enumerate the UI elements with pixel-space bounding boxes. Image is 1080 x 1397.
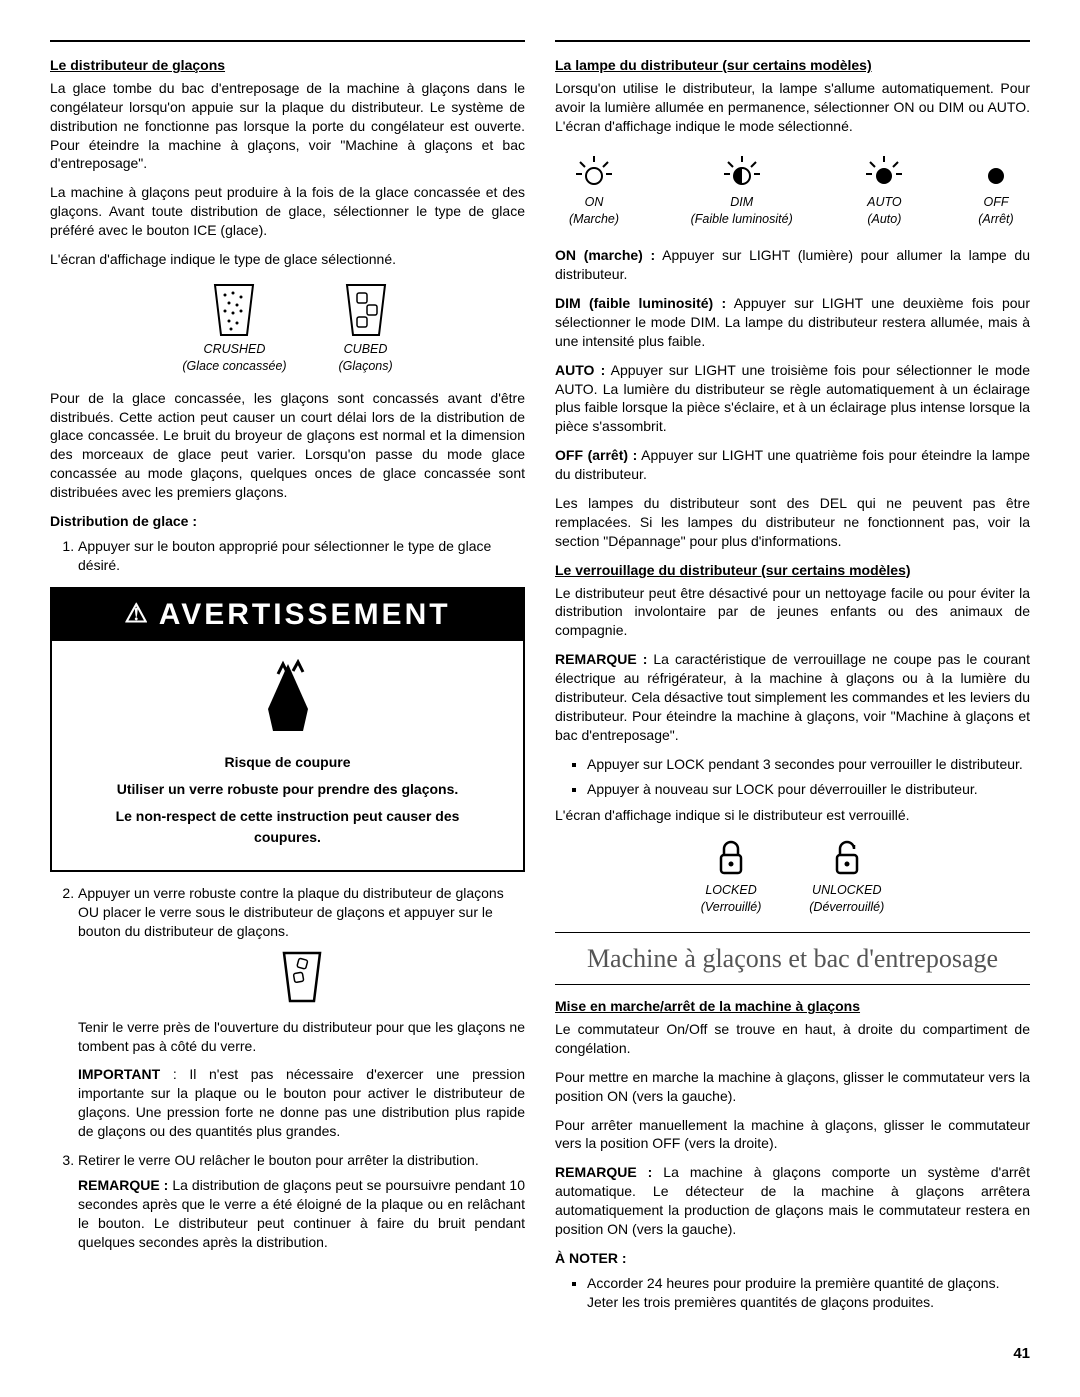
warning-title: AVERTISSEMENT bbox=[159, 598, 451, 631]
cubed-ice-icon bbox=[343, 283, 389, 337]
light-mode-icons: ON (Marche) DIM (Faible luminosité) AUTO… bbox=[555, 146, 1030, 237]
section-title-ice-maker: Machine à glaçons et bac d'entreposage bbox=[555, 932, 1030, 985]
label: AUTO bbox=[864, 194, 904, 211]
label: ON bbox=[569, 194, 619, 211]
para: OFF (arrêt) : Appuyer sur LIGHT une quat… bbox=[555, 446, 1030, 484]
para: Pour de la glace concassée, les glaçons … bbox=[50, 389, 525, 502]
light-dim-icon bbox=[722, 154, 762, 190]
heading-distribution: Distribution de glace : bbox=[50, 512, 525, 531]
para: Pour arrêter manuellement la machine à g… bbox=[555, 1116, 1030, 1154]
locked-icon bbox=[716, 839, 746, 877]
label: UNLOCKED bbox=[809, 882, 884, 899]
step-1: Appuyer sur le bouton approprié pour sél… bbox=[78, 537, 525, 575]
label: (Déverrouillé) bbox=[809, 899, 884, 916]
label: (Marche) bbox=[569, 211, 619, 228]
para: L'écran d'affichage indique le type de g… bbox=[50, 250, 525, 269]
para: Tenir le verre près de l'ouverture du di… bbox=[78, 1018, 525, 1056]
para: REMARQUE : La caractéristique de verroui… bbox=[555, 650, 1030, 744]
list-item: Accorder 24 heures pour produire la prem… bbox=[587, 1274, 1030, 1312]
step-2: Appuyer un verre robuste contre la plaqu… bbox=[78, 884, 525, 1141]
light-auto-icon bbox=[864, 154, 904, 190]
para: ON (marche) : Appuyer sur LIGHT (lumière… bbox=[555, 246, 1030, 284]
label: CUBED bbox=[338, 341, 392, 358]
para: Les lampes du distributeur sont des DEL … bbox=[555, 494, 1030, 551]
para: La machine à glaçons peut produire à la … bbox=[50, 183, 525, 240]
unlocked-icon bbox=[832, 839, 862, 877]
para: Le commutateur On/Off se trouve en haut,… bbox=[555, 1020, 1030, 1058]
warning-triangle-icon: ⚠ bbox=[124, 598, 150, 628]
warning-box: ⚠ AVERTISSEMENT Risque de coupure Utilise… bbox=[50, 587, 525, 872]
heading-dispenser-light: La lampe du distributeur (sur certains m… bbox=[555, 56, 1030, 75]
label: CRUSHED bbox=[182, 341, 286, 358]
step-3: Retirer le verre OU relâcher le bouton p… bbox=[78, 1151, 525, 1251]
hand-cut-icon bbox=[253, 659, 323, 739]
heading-noter: À NOTER : bbox=[555, 1249, 1030, 1268]
para: L'écran d'affichage indique si le distri… bbox=[555, 806, 1030, 825]
lock-icons: LOCKED (Verrouillé) UNLOCKED (Déverrouil… bbox=[555, 839, 1030, 916]
light-off-icon bbox=[976, 154, 1016, 190]
list-item: Appuyer à nouveau sur LOCK pour déverrou… bbox=[587, 780, 1030, 799]
label: (Faible luminosité) bbox=[691, 211, 793, 228]
light-on-icon bbox=[574, 154, 614, 190]
para: Lorsqu'on utilise le distributeur, la la… bbox=[555, 79, 1030, 136]
heading-dispenser-lock: Le verrouillage du distributeur (sur cer… bbox=[555, 561, 1030, 580]
page-number: 41 bbox=[50, 1344, 1030, 1364]
heading-on-off: Mise en marche/arrêt de la machine à gla… bbox=[555, 997, 1030, 1016]
para: Le distributeur peut être désactivé pour… bbox=[555, 584, 1030, 641]
glass-icon bbox=[280, 951, 324, 1003]
label: (Arrêt) bbox=[976, 211, 1016, 228]
list-item: Appuyer sur LOCK pendant 3 secondes pour… bbox=[587, 755, 1030, 774]
para: IMPORTANT : Il n'est pas nécessaire d'ex… bbox=[78, 1065, 525, 1141]
label: (Auto) bbox=[864, 211, 904, 228]
heading-ice-dispenser: Le distributeur de glaçons bbox=[50, 56, 525, 75]
warn-line: Utiliser un verre robuste pour prendre d… bbox=[82, 779, 493, 800]
warn-line: Le non-respect de cette instruction peut… bbox=[82, 806, 493, 848]
para: La glace tombe du bac d'entreposage de l… bbox=[50, 79, 525, 173]
warn-line: Risque de coupure bbox=[82, 752, 493, 773]
label: (Verrouillé) bbox=[701, 899, 762, 916]
para: REMARQUE : La machine à glaçons comporte… bbox=[555, 1163, 1030, 1239]
label: (Glaçons) bbox=[338, 358, 392, 375]
label: OFF bbox=[976, 194, 1016, 211]
para: AUTO : Appuyer sur LIGHT une troisième f… bbox=[555, 361, 1030, 437]
label: (Glace concassée) bbox=[182, 358, 286, 375]
para: DIM (faible luminosité) : Appuyer sur LI… bbox=[555, 294, 1030, 351]
label: LOCKED bbox=[701, 882, 762, 899]
para: Pour mettre en marche la machine à glaço… bbox=[555, 1068, 1030, 1106]
label: DIM bbox=[691, 194, 793, 211]
ice-type-icons: CRUSHED (Glace concassée) CUBED (Glaçons… bbox=[50, 283, 525, 375]
crushed-ice-icon bbox=[211, 283, 257, 337]
para: REMARQUE : La distribution de glaçons pe… bbox=[78, 1176, 525, 1252]
